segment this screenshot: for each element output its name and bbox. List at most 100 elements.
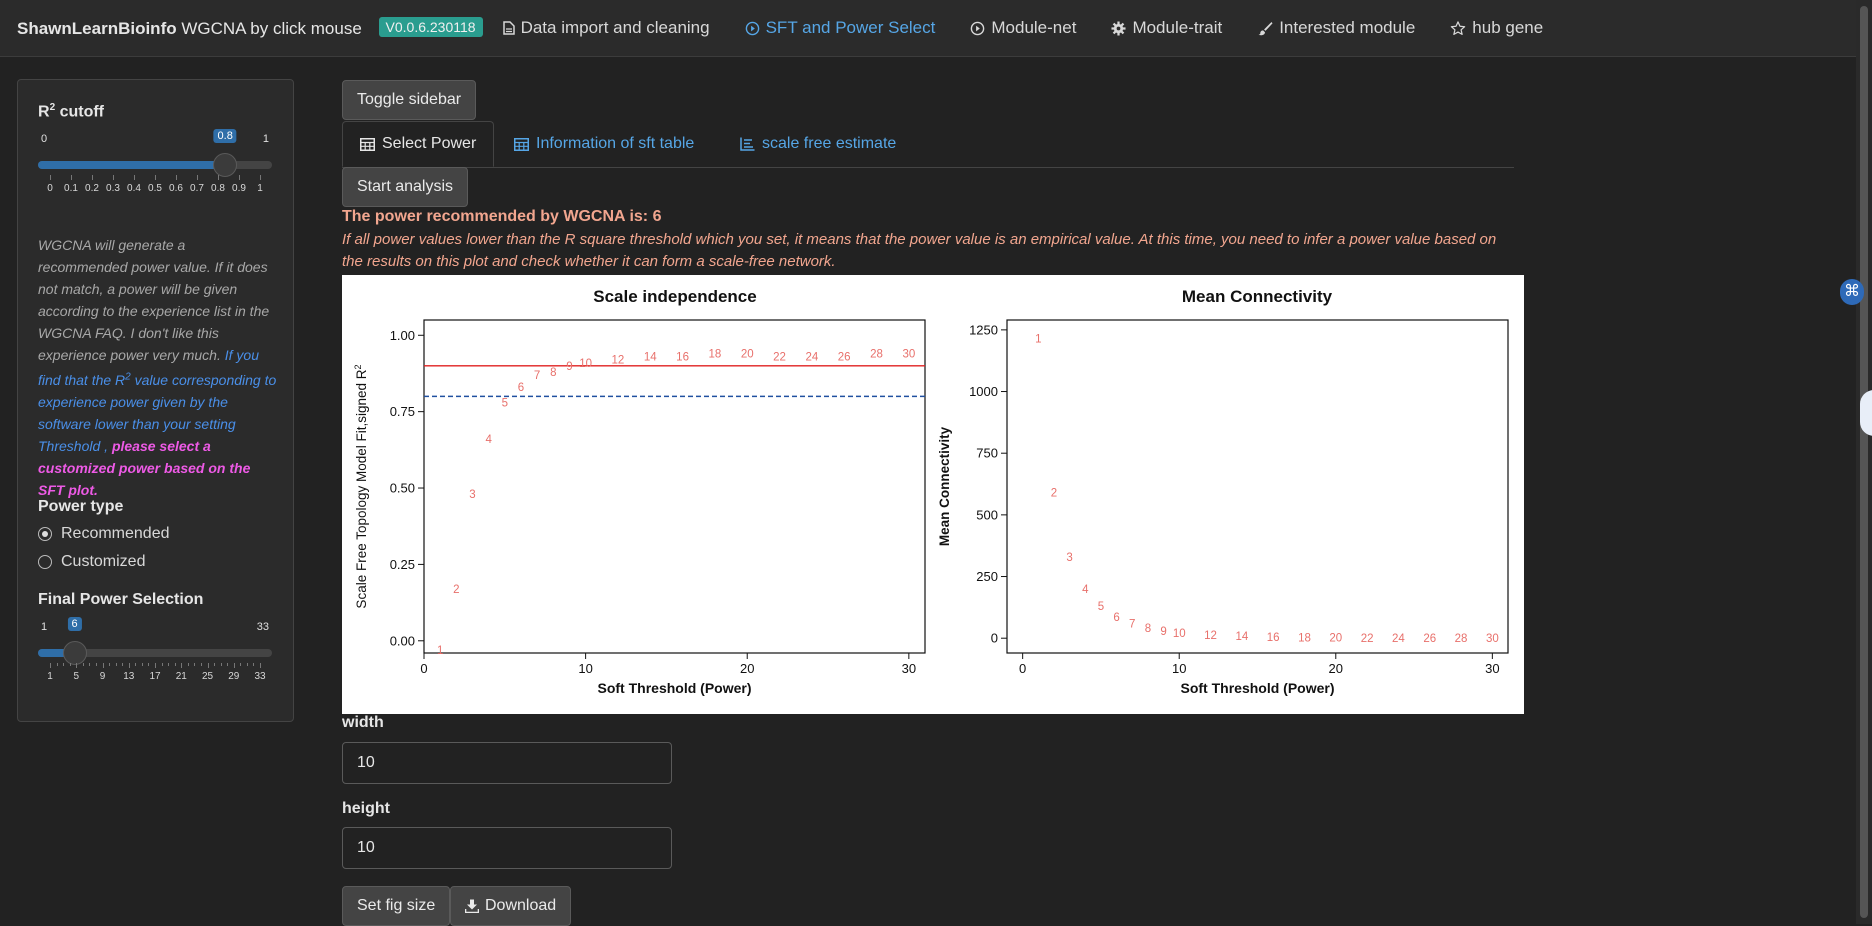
nav-hub-gene[interactable]: hub gene	[1450, 18, 1543, 38]
y-tick-label: 500	[976, 507, 998, 522]
radio-button[interactable]	[38, 527, 52, 541]
plot-frame	[1006, 319, 1509, 654]
slider-tick-label: 0.3	[106, 183, 120, 194]
y-tick-label: 0.75	[390, 404, 415, 419]
x-tick-label: 10	[1172, 661, 1186, 676]
nav-label: Module-trait	[1132, 18, 1223, 37]
slider-major-tick	[134, 175, 135, 180]
slider-minor-tick	[109, 663, 111, 666]
data-point-label: 8	[1145, 623, 1151, 635]
nav-data-import[interactable]: Data import and cleaning	[502, 18, 710, 38]
help-text-pink: please select a customized power based o…	[38, 437, 251, 498]
slider-major-tick	[50, 175, 51, 180]
nav-module-net[interactable]: Module-net	[970, 18, 1076, 38]
slider-major-tick	[207, 663, 209, 668]
slider-minor-tick	[161, 663, 163, 666]
help-text-blue: If you find that the R2 value correspond…	[38, 347, 276, 454]
slider-minor-tick	[56, 663, 58, 666]
height-input[interactable]	[342, 827, 672, 869]
slider-max-label: 1	[262, 133, 269, 145]
slider-max-label: 33	[256, 621, 269, 633]
data-point-label: 8	[550, 367, 556, 379]
x-tick-label: 0	[1019, 661, 1026, 676]
star-icon	[1451, 20, 1466, 35]
chart-title: Scale independence	[593, 287, 756, 306]
command-key-icon[interactable]: ⌘	[1840, 279, 1864, 305]
slider-major-tick	[197, 175, 198, 180]
radio-button[interactable]	[38, 555, 52, 569]
data-point-label: 16	[676, 352, 689, 364]
y-tick-label: 0.00	[390, 633, 415, 648]
slider-minor-tick	[63, 663, 65, 666]
slider-tick-label: 0.8	[211, 183, 225, 194]
floating-edge-button[interactable]	[1860, 390, 1872, 436]
chart-title: Mean Connectivity	[1182, 287, 1333, 306]
tab-label: scale free estimate	[762, 135, 897, 152]
tab-scale-free-estimate[interactable]: scale free estimate	[740, 121, 896, 167]
y-axis-label: Mean Connectivity	[937, 426, 952, 546]
scrollbar-thumb[interactable]	[1860, 6, 1868, 918]
y-tick-label: 1.00	[390, 328, 415, 343]
nav-sft-power[interactable]: SFT and Power Select	[745, 18, 935, 38]
nav-module-trait[interactable]: Module-trait	[1111, 18, 1222, 38]
slider-major-tick	[260, 663, 261, 668]
slider-major-tick	[155, 663, 156, 668]
radio-label: Customized	[61, 553, 146, 570]
slider-tick-label: 0.6	[169, 183, 183, 194]
tab-select-power[interactable]: Select Power	[342, 121, 495, 167]
slider-minor-tick	[227, 663, 229, 666]
start-analysis-button[interactable]: Start analysis	[342, 167, 469, 207]
data-point-label: 5	[1098, 601, 1104, 613]
slider-tick-label: 1	[47, 671, 53, 682]
brand-name: ShawnLearnBioinfo	[17, 19, 177, 38]
slider-tick-label: 0	[47, 183, 53, 194]
data-point-label: 9	[566, 361, 572, 373]
page-scrollbar[interactable]	[1856, 0, 1872, 924]
slider-min-label: 1	[41, 621, 48, 633]
slider-minor-tick	[214, 663, 216, 666]
slider-track[interactable]	[38, 649, 272, 657]
data-point-label: 5	[502, 397, 508, 409]
data-point-label: 24	[1392, 633, 1405, 645]
nav-label: Interested module	[1279, 18, 1416, 37]
data-point-label: 3	[1066, 552, 1072, 564]
slider-tick-label: 0.5	[148, 183, 162, 194]
data-point-label: 26	[838, 352, 851, 364]
slider-major-tick	[218, 175, 219, 180]
slider-minor-tick	[246, 663, 248, 666]
power-help-text: WGCNA will generate a recommended power …	[38, 234, 278, 501]
download-button[interactable]: Download	[450, 886, 572, 926]
slider-minor-tick	[194, 663, 196, 666]
data-point-label: 10	[579, 358, 592, 370]
y-tick-label: 250	[976, 569, 998, 584]
radio-recommended[interactable]: Recommended	[38, 525, 170, 543]
nav-interested-module[interactable]: Interested module	[1257, 18, 1415, 38]
y-axis-label-sup: 2	[353, 364, 363, 369]
app-brand[interactable]: ShawnLearnBioinfo WGCNA by click mouse V…	[17, 17, 483, 39]
toggle-sidebar-button[interactable]: Toggle sidebar	[342, 80, 477, 120]
data-point-label: 28	[1455, 633, 1468, 645]
slider-minor-tick	[220, 663, 222, 666]
r2-label-sup: 2	[49, 102, 56, 113]
slider-major-tick	[260, 175, 261, 180]
width-input[interactable]	[342, 742, 672, 784]
help-blue-b: value corresponding to experience power …	[38, 371, 277, 454]
slider-handle[interactable]	[213, 153, 238, 177]
data-point-label: 2	[1051, 488, 1057, 500]
download-icon	[465, 899, 479, 913]
set-fig-size-button[interactable]: Set fig size	[342, 886, 451, 926]
slider-major-tick	[239, 175, 240, 180]
slider-tick-label: 25	[201, 671, 214, 682]
data-point-label: 28	[870, 349, 883, 361]
width-label: width	[342, 714, 384, 731]
slider-handle[interactable]	[62, 641, 87, 665]
nav-label: Data import and cleaning	[520, 18, 710, 37]
data-point-label: 4	[485, 434, 492, 446]
x-tick-label: 10	[578, 661, 592, 676]
radio-customized[interactable]: Customized	[38, 553, 145, 571]
bar-chart-icon	[740, 137, 755, 151]
tab-label: Select Power	[382, 135, 477, 152]
tab-sft-table[interactable]: Information of sft table	[514, 121, 694, 167]
height-label: height	[342, 800, 390, 817]
slider-value-label: 6	[67, 617, 82, 631]
